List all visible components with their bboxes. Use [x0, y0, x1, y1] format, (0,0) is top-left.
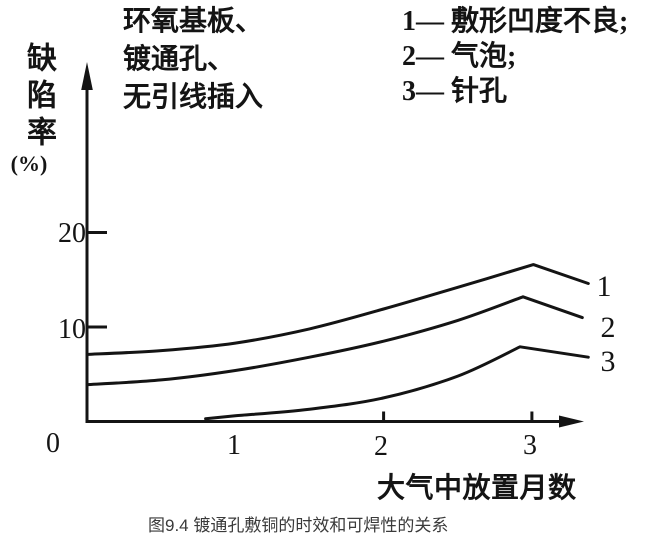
legend-item-2: 2— 气泡;: [402, 41, 517, 72]
curve-3: [204, 345, 590, 421]
y-tick-label-10: 10: [58, 314, 86, 345]
curve-label-3: 3: [600, 345, 616, 378]
x-tick-label-2: 2: [374, 431, 388, 462]
y-axis-unit: (%): [10, 151, 48, 176]
figure-caption: 图9.4 镀通孔敷铜的时效和可焊性的关系: [148, 516, 449, 535]
y-tick-label-20: 20: [58, 218, 86, 249]
legend-item-3: 3— 针孔: [402, 76, 508, 107]
curve-2: [85, 295, 584, 387]
curve-label-1: 1: [596, 270, 612, 303]
x-axis-title: 大气中放置月数: [377, 473, 577, 504]
legend-item-1: 1— 敷形凹度不良;: [402, 6, 629, 37]
x-tick-label-3: 3: [523, 430, 537, 461]
condition-annotation: 环氧基板、 镀通孔、 无引线插入: [123, 6, 264, 113]
curve-label-2: 2: [600, 311, 616, 344]
y-axis-title: 缺陷率: [22, 42, 55, 153]
curve-1: [85, 263, 590, 356]
origin-label: 0: [46, 428, 60, 459]
legend: 1— 敷形凹度不良; 2— 气泡; 3— 针孔: [402, 4, 628, 109]
x-tick-label-1: 1: [227, 430, 241, 461]
